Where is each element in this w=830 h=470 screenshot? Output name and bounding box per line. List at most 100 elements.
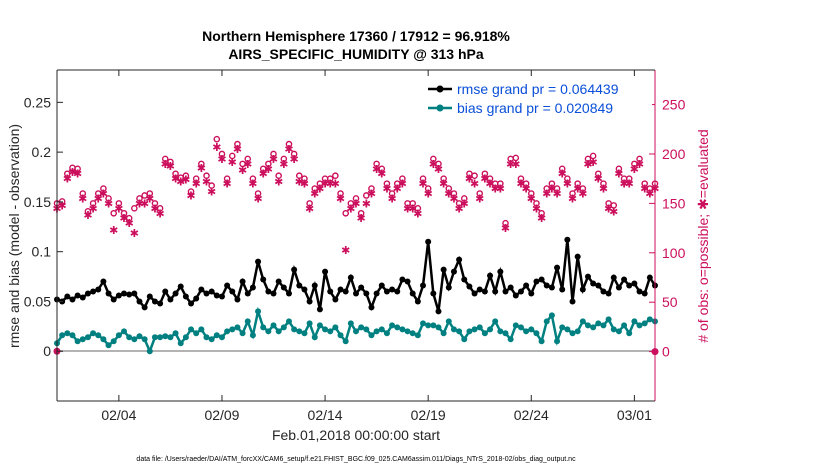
rmse-point bbox=[115, 292, 122, 299]
bias-point bbox=[621, 322, 628, 329]
obs-possible-point bbox=[74, 165, 81, 173]
obs-evaluated-point: ✱ bbox=[640, 183, 649, 196]
y-tick-label: 0 bbox=[43, 343, 51, 359]
bias-point bbox=[610, 326, 617, 333]
obs-evaluated-point: ✱ bbox=[537, 212, 546, 225]
bias-point bbox=[456, 328, 463, 335]
obs-evaluated-point: ✱ bbox=[341, 244, 350, 257]
obs-evaluated-point: ✱ bbox=[542, 188, 551, 201]
bias-point bbox=[605, 316, 612, 323]
obs-evaluated-point: ✱ bbox=[155, 207, 164, 220]
obs-possible-point bbox=[631, 160, 638, 168]
bias-point bbox=[631, 318, 638, 325]
rmse-point bbox=[260, 276, 267, 283]
y-axis-label: rmse and bias (model - observation) bbox=[6, 124, 22, 348]
obs-evaluated-point: ✱ bbox=[522, 183, 531, 196]
obs-possible-point bbox=[311, 185, 319, 192]
obs-evaluated-point: ✱ bbox=[429, 158, 438, 171]
rmse-point bbox=[394, 288, 401, 295]
rmse-point bbox=[249, 284, 256, 291]
obs-possible-point bbox=[244, 155, 252, 163]
rmse-point bbox=[285, 290, 292, 297]
obs-possible-point bbox=[357, 209, 365, 217]
rmse-point bbox=[74, 292, 81, 299]
bias-point bbox=[121, 328, 128, 335]
obs-possible-point bbox=[254, 190, 262, 197]
obs-possible-point bbox=[584, 155, 592, 163]
obs-possible-point bbox=[393, 180, 401, 187]
bias-point bbox=[497, 328, 504, 335]
x-axis-label: Feb.01,2018 00:00:00 start bbox=[272, 427, 440, 443]
bias-point bbox=[502, 330, 509, 337]
obs-possible-point bbox=[481, 170, 489, 178]
obs-evaluated-point: ✱ bbox=[264, 163, 273, 176]
obs-evaluated-point: ✱ bbox=[253, 192, 262, 205]
obs-possible-point bbox=[600, 180, 607, 187]
bias-point bbox=[548, 312, 555, 319]
obs-evaluated-point: ✱ bbox=[485, 178, 494, 191]
obs-evaluated-point: ✱ bbox=[305, 202, 314, 215]
obs-evaluated-point: ✱ bbox=[248, 178, 257, 191]
bias-point bbox=[213, 332, 220, 339]
bias-point bbox=[337, 332, 344, 339]
obs-evaluated-point: ✱ bbox=[88, 202, 97, 215]
obs-evaluated-point: ✱ bbox=[109, 224, 118, 237]
bias-point bbox=[466, 328, 473, 335]
bias-point bbox=[146, 348, 153, 355]
y-axis-label-right: # of obs: o=possible; ✱=evaluated bbox=[695, 129, 711, 342]
rmse-point bbox=[579, 286, 586, 293]
bias-point bbox=[584, 322, 591, 329]
obs-possible-point bbox=[589, 152, 597, 160]
obs-possible-point bbox=[100, 185, 107, 192]
bias-point bbox=[322, 326, 329, 333]
obs-evaluated-point: ✱ bbox=[604, 202, 613, 215]
rmse-point bbox=[512, 292, 519, 299]
bias-point bbox=[425, 322, 432, 329]
obs-evaluated-point: ✱ bbox=[223, 178, 232, 191]
obs-evaluated-point: ✱ bbox=[94, 192, 103, 205]
obs-possible-point bbox=[151, 200, 159, 207]
obs-possible-point bbox=[460, 195, 468, 202]
obs-possible-point bbox=[306, 200, 313, 207]
bias-point bbox=[167, 334, 174, 341]
obs-evaluated-point: ✱ bbox=[217, 153, 226, 166]
obs-evaluated-point: ✱ bbox=[78, 192, 87, 205]
bias-point bbox=[641, 320, 648, 327]
rmse-point bbox=[389, 286, 396, 293]
bias-point bbox=[574, 328, 581, 335]
bias-point bbox=[208, 336, 215, 343]
obs-possible-point bbox=[342, 209, 349, 217]
obs-possible-point bbox=[636, 155, 643, 163]
rmse-point bbox=[481, 288, 488, 295]
bias-point bbox=[249, 332, 256, 339]
legend: rmse grand pr = 0.064439 bias grand pr =… bbox=[422, 78, 652, 118]
y-tick-label: 0.2 bbox=[32, 144, 52, 160]
obs-possible-point bbox=[280, 155, 288, 163]
rmse-point bbox=[270, 290, 277, 297]
y-tick-label-right: 0 bbox=[662, 344, 670, 360]
obs-evaluated-point: ✱ bbox=[413, 207, 422, 220]
rmse-point bbox=[311, 282, 318, 289]
rmse-point bbox=[157, 300, 164, 307]
rmse-point bbox=[306, 298, 313, 305]
bias-point bbox=[59, 332, 66, 339]
obs-possible-point bbox=[440, 175, 447, 182]
chart-title: Northern Hemisphere 17360 / 17912 = 96.9… bbox=[202, 28, 510, 44]
rmse-point bbox=[502, 288, 509, 295]
legend-bias-marker bbox=[436, 104, 444, 112]
rmse-point bbox=[574, 253, 581, 260]
obs-evaluated-point: ✱ bbox=[336, 192, 345, 205]
rmse-point bbox=[564, 236, 571, 243]
bias-point bbox=[543, 318, 550, 325]
obs-possible-point bbox=[527, 190, 535, 197]
rmse-point bbox=[414, 298, 421, 305]
rmse-point bbox=[213, 292, 220, 299]
rmse-point bbox=[84, 290, 91, 297]
obs-evaluated-point: ✱ bbox=[176, 176, 185, 189]
rmse-point bbox=[126, 291, 133, 298]
obs-evaluated-point: ✱ bbox=[207, 186, 216, 199]
obs-evaluated-point: ✱ bbox=[527, 192, 536, 205]
obs-evaluated-point: ✱ bbox=[506, 158, 515, 171]
obs-evaluated-point: ✱ bbox=[357, 212, 366, 225]
obs-evaluated-point: ✱ bbox=[212, 141, 221, 154]
